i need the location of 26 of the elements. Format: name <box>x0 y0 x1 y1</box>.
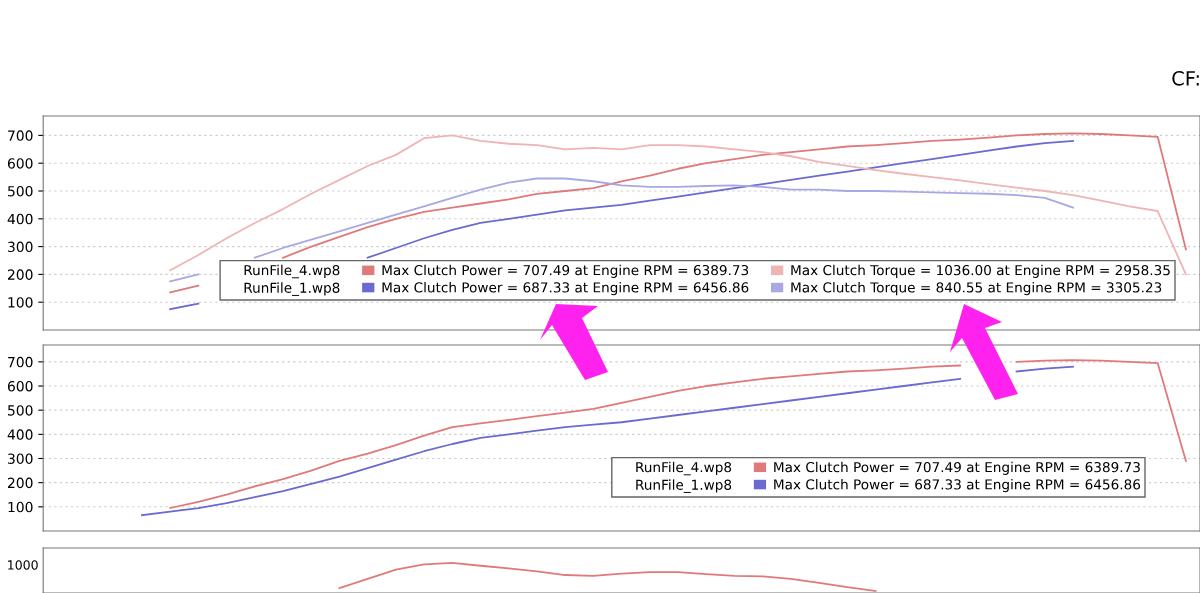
legend-label: Max Clutch Power = 707.49 at Engine RPM = 6389.73 <box>382 264 749 278</box>
y-tick-label: 700 <box>8 130 33 141</box>
y-tick-label: 100 <box>8 501 33 513</box>
y-tick-label: 500 <box>8 185 33 197</box>
text: 1000 <box>8 560 38 570</box>
annotation: RunFile_1.wp8 <box>636 479 732 493</box>
text: CF: <box>1172 70 1199 86</box>
y-tick-label: 400 <box>7 213 33 225</box>
y-tick-label: 600 <box>7 380 33 392</box>
y-tick-label: 100 <box>8 297 33 308</box>
y-tick-label: 600 <box>7 158 33 169</box>
y-tick-label: 300 <box>8 453 33 464</box>
annotation: RunFile_4.wp8 <box>244 264 340 279</box>
legend-label: Max Clutch Power = 687.33 at Engine RPM = 6456.86 <box>382 281 749 296</box>
y-tick-label: 700 <box>8 356 33 368</box>
y-tick-label: 500 <box>8 405 33 416</box>
y-tick-label: 200 <box>7 269 33 280</box>
y-tick-label: 300 <box>8 241 33 253</box>
legend-label: Max Clutch Power = 707.49 at Engine RPM = 6389.73 <box>774 461 1140 475</box>
legend-label: Max Clutch Torque = 840.55 at Engine RPM = 3305.23 <box>791 281 1162 296</box>
legend-label: Max Clutch Torque = 1036.00 at Engine RPM = 2958.35 <box>791 264 1170 278</box>
annotation: RunFile_1.wp8 <box>244 282 340 296</box>
legend-label: Max Clutch Power = 687.33 at Engine RPM = 6456.86 <box>774 478 1141 493</box>
y-tick-label: 200 <box>7 477 33 489</box>
annotation: RunFile_4.wp8 <box>636 461 732 476</box>
y-tick-label: 400 <box>7 429 33 440</box>
